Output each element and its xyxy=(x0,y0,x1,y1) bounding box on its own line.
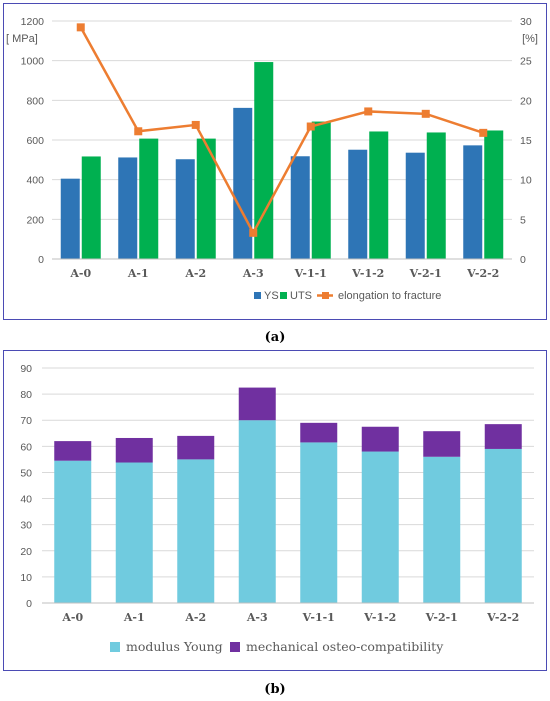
bar-osteo-compatibility xyxy=(54,441,92,461)
x-category-label: V-2-1 xyxy=(425,611,458,624)
x-category-label: A-2 xyxy=(184,267,206,280)
bar-ys xyxy=(60,178,80,259)
y-right-tick-label: 30 xyxy=(520,16,532,28)
point-elongation xyxy=(306,122,315,131)
legend-ys-label: YS xyxy=(264,290,279,302)
point-elongation xyxy=(421,109,430,118)
y-left-tick-label: 200 xyxy=(26,214,44,226)
legend-osteo-label: mechanical osteo-compatibility xyxy=(246,639,444,654)
bar-ys xyxy=(405,152,425,259)
bar-modulus-young xyxy=(361,451,399,603)
x-category-label: V-2-2 xyxy=(486,611,519,624)
y-right-tick-label: 5 xyxy=(520,214,526,226)
bar-osteo-compatibility xyxy=(423,431,461,457)
bar-osteo-compatibility xyxy=(484,424,522,449)
y-tick-label: 90 xyxy=(20,363,32,375)
point-elongation xyxy=(191,120,200,129)
y-tick-label: 20 xyxy=(20,546,32,558)
y-left-tick-label: 1000 xyxy=(21,56,45,68)
bar-osteo-compatibility xyxy=(300,422,338,443)
x-category-label: V-1-2 xyxy=(351,267,384,280)
bar-ys xyxy=(348,149,368,259)
x-category-label: V-1-1 xyxy=(302,611,335,624)
chart-a: 0 200 400 600 800 1000 1200 0 5 10 15 20 25 30 [ MPa] [… xyxy=(6,16,538,302)
y-left-tick-label: 800 xyxy=(26,95,44,107)
bar-modulus-young xyxy=(238,420,276,603)
y-left-tick-label: 0 xyxy=(38,254,44,266)
x-category-label: V-1-2 xyxy=(363,611,396,624)
bar-uts xyxy=(81,156,101,259)
y-tick-label: 70 xyxy=(20,415,32,427)
point-elongation xyxy=(134,127,143,136)
chart-a-panel: 0 200 400 600 800 1000 1200 0 5 10 15 20 25 30 [ MPa] [… xyxy=(3,3,547,320)
legend-modulus-label: modulus Young xyxy=(126,639,223,654)
bar-modulus-young xyxy=(300,442,338,603)
bar-uts xyxy=(139,138,159,259)
y-tick-label: 30 xyxy=(20,520,32,532)
bar-osteo-compatibility xyxy=(115,437,153,463)
point-elongation xyxy=(249,228,258,237)
legend-elongation-label: elongation to fracture xyxy=(338,290,441,302)
bar-ys xyxy=(290,156,310,259)
bar-osteo-compatibility xyxy=(177,435,215,460)
x-category-label: A-2 xyxy=(184,611,206,624)
y-right-tick-label: 15 xyxy=(520,135,532,147)
bar-uts xyxy=(484,130,504,259)
y-left-axis-label: [ MPa] xyxy=(6,33,38,45)
legend-modulus-swatch xyxy=(110,642,120,652)
legend-elongation-marker xyxy=(322,292,329,299)
bar-modulus-young xyxy=(177,459,215,603)
y-left-tick-label: 400 xyxy=(26,175,44,187)
y-tick-label: 40 xyxy=(20,494,32,506)
x-category-label: V-2-2 xyxy=(466,267,499,280)
y-right-axis-label: [%] xyxy=(522,33,538,45)
x-category-label: A-1 xyxy=(127,267,149,280)
x-category-label: A-3 xyxy=(242,267,264,280)
bar-ys xyxy=(175,159,195,259)
bar-ys xyxy=(118,157,138,259)
y-right-tick-label: 25 xyxy=(520,56,532,68)
x-category-label: A-0 xyxy=(69,267,91,280)
bar-modulus-young xyxy=(484,448,522,603)
legend-uts-swatch xyxy=(280,292,287,299)
bar-osteo-compatibility xyxy=(238,387,276,421)
point-elongation xyxy=(364,107,373,116)
y-right-tick-label: 10 xyxy=(520,175,532,187)
bar-uts xyxy=(311,121,331,260)
y-left-tick-label: 1200 xyxy=(21,16,45,28)
legend-ys-swatch xyxy=(254,292,261,299)
y-tick-label: 50 xyxy=(20,467,32,479)
bar-osteo-compatibility xyxy=(361,426,399,452)
y-tick-label: 10 xyxy=(20,572,32,584)
bar-modulus-young xyxy=(115,462,153,603)
x-category-label: A-0 xyxy=(61,611,83,624)
x-category-label: A-3 xyxy=(246,611,268,624)
chart-b: 0 10 20 30 40 50 60 70 80 90 A-0 A-1 A-2 A-3 V-1-1 V-1-… xyxy=(20,363,534,654)
y-right-tick-label: 0 xyxy=(520,254,526,266)
y-tick-label: 60 xyxy=(20,441,32,453)
bar-modulus-young xyxy=(54,460,92,603)
bar-ys xyxy=(463,145,483,259)
point-elongation xyxy=(479,128,488,137)
bar-uts xyxy=(426,132,446,259)
y-tick-label: 80 xyxy=(20,389,32,401)
bar-uts xyxy=(196,138,216,259)
y-left-tick-label: 600 xyxy=(26,135,44,147)
line-elongation xyxy=(79,26,484,236)
y-right-tick-label: 20 xyxy=(520,95,532,107)
point-elongation xyxy=(76,23,85,32)
x-category-label: V-1-1 xyxy=(294,267,327,280)
x-category-label: A-1 xyxy=(123,611,145,624)
bar-uts xyxy=(254,62,274,260)
bar-uts xyxy=(369,131,389,259)
legend-uts-label: UTS xyxy=(290,290,312,302)
caption-a: (a) xyxy=(264,330,286,345)
x-category-label: V-2-1 xyxy=(409,267,442,280)
bar-modulus-young xyxy=(423,456,461,603)
y-tick-label: 0 xyxy=(26,598,32,610)
chart-b-panel: 0 10 20 30 40 50 60 70 80 90 A-0 A-1 A-2 A-3 V-1-1 V-1-… xyxy=(3,350,547,671)
legend-osteo-swatch xyxy=(230,642,240,652)
caption-b: (b) xyxy=(264,682,286,697)
